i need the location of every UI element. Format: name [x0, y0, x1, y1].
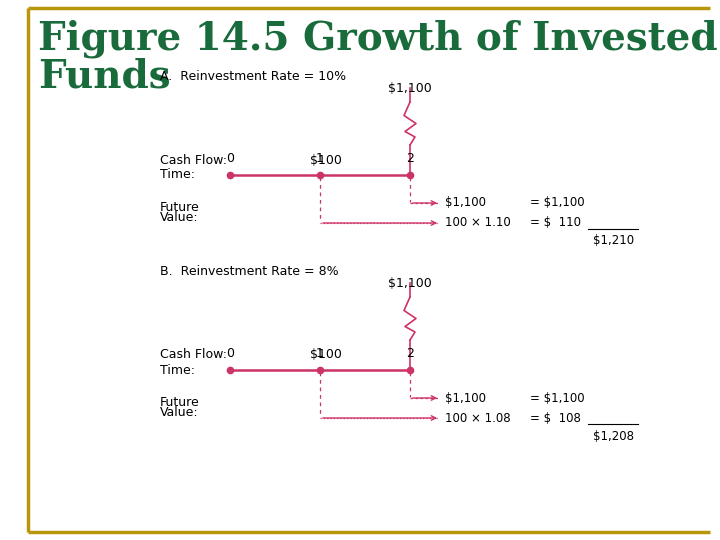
Text: Funds: Funds [38, 58, 171, 96]
Text: $1,100: $1,100 [445, 197, 486, 210]
Text: $1,100: $1,100 [388, 82, 432, 95]
Text: $1,100: $1,100 [445, 392, 486, 404]
Text: 0: 0 [226, 347, 234, 360]
Text: 100 × 1.10: 100 × 1.10 [445, 217, 510, 230]
Text: $1,210: $1,210 [593, 234, 634, 247]
Text: $1,208: $1,208 [593, 429, 634, 442]
Text: $1,100: $1,100 [388, 277, 432, 290]
Text: Time:: Time: [160, 168, 195, 181]
Text: = $1,100: = $1,100 [530, 392, 585, 404]
Text: = $  110: = $ 110 [530, 217, 581, 230]
Text: 2: 2 [406, 347, 414, 360]
Text: A.  Reinvestment Rate = 10%: A. Reinvestment Rate = 10% [160, 70, 346, 83]
Text: 1: 1 [316, 347, 324, 360]
Text: Value:: Value: [160, 211, 199, 224]
Text: $100: $100 [310, 348, 342, 361]
Text: Time:: Time: [160, 363, 195, 376]
Text: 0: 0 [226, 152, 234, 165]
Text: Future: Future [160, 396, 199, 409]
Text: Value:: Value: [160, 406, 199, 419]
Text: B.  Reinvestment Rate = 8%: B. Reinvestment Rate = 8% [160, 265, 338, 278]
Text: 2: 2 [406, 152, 414, 165]
Text: = $1,100: = $1,100 [530, 197, 585, 210]
Text: = $  108: = $ 108 [530, 411, 581, 424]
Text: 100 × 1.08: 100 × 1.08 [445, 411, 510, 424]
Text: Cash Flow:: Cash Flow: [160, 348, 227, 361]
Text: Cash Flow:: Cash Flow: [160, 153, 227, 166]
Text: Future: Future [160, 201, 199, 214]
Text: 1: 1 [316, 152, 324, 165]
Text: $100: $100 [310, 153, 342, 166]
Text: Figure 14.5 Growth of Invested: Figure 14.5 Growth of Invested [38, 20, 718, 58]
